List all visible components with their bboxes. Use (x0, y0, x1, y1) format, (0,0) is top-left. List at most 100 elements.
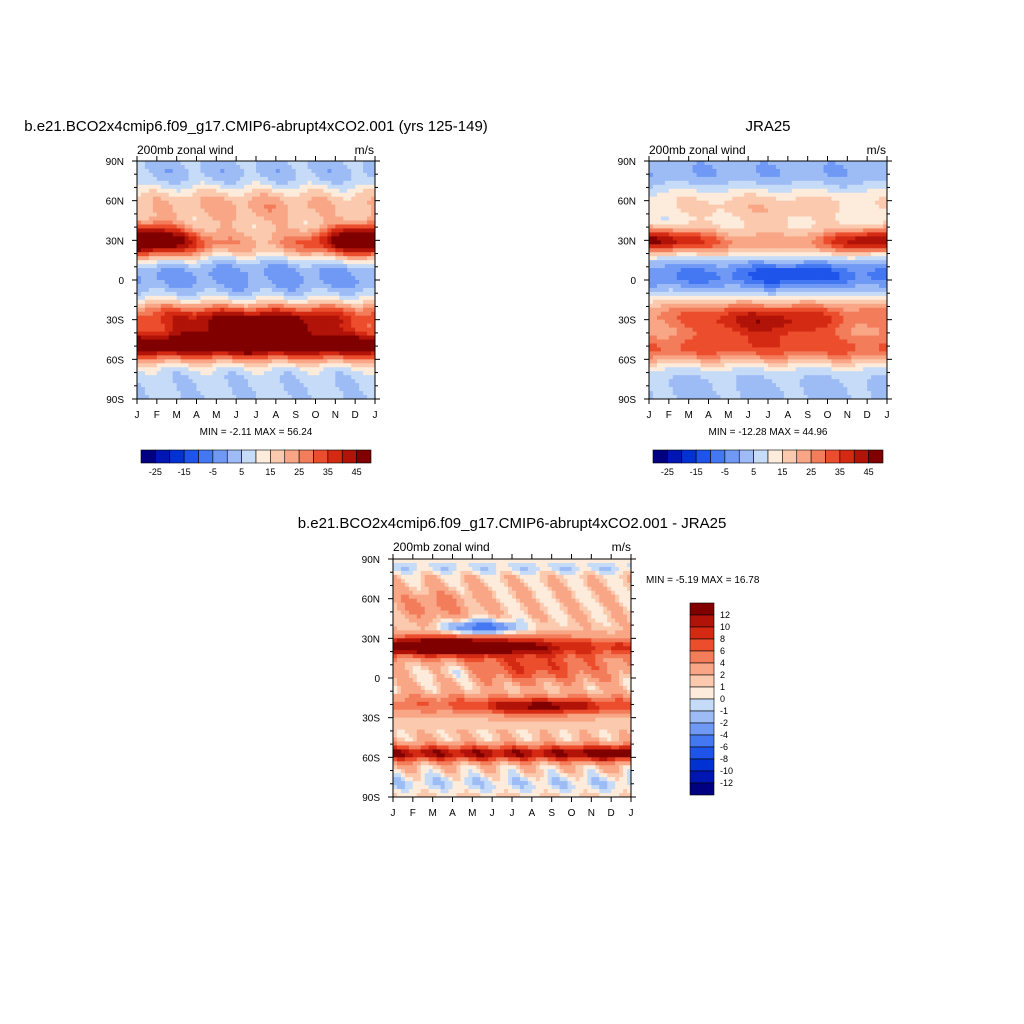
field-cell (684, 172, 690, 178)
field-cell (224, 299, 229, 305)
field-cell (335, 188, 340, 194)
field-cell (680, 180, 686, 186)
field-cell (764, 161, 769, 166)
field-cell (323, 391, 328, 396)
field-cell (359, 168, 364, 174)
field-cell (184, 244, 189, 249)
field-cell (287, 359, 293, 364)
field-cell (164, 212, 170, 217)
field-cell (315, 307, 320, 313)
field-cell (279, 351, 285, 356)
field-cell (367, 272, 372, 277)
field-cell (724, 216, 729, 221)
field-cell (728, 232, 733, 237)
field-cell (736, 208, 741, 213)
field-cell (259, 224, 265, 229)
field-cell (184, 212, 189, 217)
field-cell (160, 252, 166, 257)
field-cell (240, 192, 245, 198)
field-cell (208, 260, 213, 265)
field-cell (371, 232, 376, 237)
field-cell (343, 371, 348, 376)
field-cell (879, 204, 884, 209)
field-cell (168, 188, 174, 194)
field-cell (351, 391, 356, 396)
field-cell (863, 176, 868, 182)
field-cell (263, 363, 269, 368)
field-cell (764, 236, 769, 241)
field-cell (732, 228, 737, 233)
field-cell (283, 208, 289, 213)
field-cell (371, 283, 376, 289)
field-cell (363, 208, 368, 213)
field-cell (287, 208, 293, 213)
field-cell (319, 240, 324, 245)
field-cell (843, 168, 848, 174)
field-cell (248, 168, 253, 174)
field-cell (299, 180, 304, 186)
field-cell (196, 161, 201, 166)
field-cell (252, 303, 257, 309)
field-cell (359, 327, 364, 332)
field-cell (871, 208, 876, 213)
field-cell (200, 327, 205, 332)
field-cell (184, 224, 189, 229)
field-cell (295, 196, 301, 202)
field-cell (208, 220, 213, 225)
field-cell (244, 367, 249, 372)
field-cell (152, 319, 158, 325)
field-cell (768, 180, 773, 186)
field-cell (347, 240, 352, 245)
field-cell (307, 188, 312, 194)
field-cell (351, 291, 356, 297)
x-tick-label: D (352, 410, 359, 421)
field-cell (168, 367, 174, 372)
field-cell (152, 299, 158, 305)
field-cell (263, 327, 269, 332)
field-cell (287, 248, 293, 253)
field-cell (351, 319, 356, 325)
field-cell (240, 200, 245, 206)
field-cell (212, 387, 217, 392)
field-cell (184, 379, 189, 384)
field-cell (208, 307, 213, 313)
field-cell (212, 228, 217, 233)
field-cell (156, 256, 162, 261)
field-cell (347, 224, 352, 229)
field-cell (244, 244, 249, 249)
field-cell (656, 176, 662, 182)
field-cell (672, 208, 678, 213)
field-cell (871, 176, 876, 182)
field-cell (244, 204, 249, 209)
field-cell (791, 240, 797, 245)
field-cell (871, 192, 876, 198)
field-cell (212, 343, 217, 348)
field-cell (192, 303, 197, 309)
field-cell (859, 180, 864, 186)
field-cell (744, 200, 749, 206)
field-cell (859, 188, 864, 194)
field-cell (263, 224, 269, 229)
field-cell (331, 212, 336, 217)
field-cell (172, 276, 178, 281)
field-cell (216, 363, 221, 368)
field-cell (676, 176, 682, 182)
field-cell (367, 276, 372, 281)
field-cell (216, 276, 221, 281)
field-cell (200, 339, 205, 344)
field-cell (323, 240, 328, 245)
field-cell (259, 335, 265, 340)
field-cell (319, 228, 324, 233)
field-cell (303, 224, 308, 229)
field-cell (351, 252, 356, 257)
field-cell (315, 315, 320, 321)
field-cell (323, 363, 328, 368)
field-cell (855, 161, 860, 166)
field-cell (355, 212, 360, 217)
field-cell (180, 240, 185, 245)
field-cell (216, 299, 221, 305)
field-cell (252, 319, 257, 325)
field-cell (244, 276, 249, 281)
field-cell (660, 176, 666, 182)
field-cell (192, 212, 197, 217)
